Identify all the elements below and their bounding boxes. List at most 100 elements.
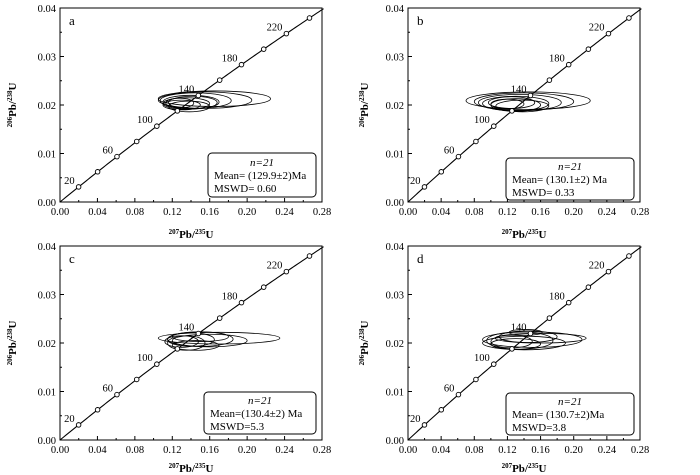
x-tick-label-7: 0.28 bbox=[631, 207, 649, 218]
stats-mswd: MSWD=5.3 bbox=[210, 421, 265, 433]
error-ellipse-6 bbox=[494, 332, 587, 344]
x-axis-label: 207Pb/235U bbox=[502, 462, 547, 475]
error-ellipse-5 bbox=[171, 340, 220, 351]
age-label-220: 220 bbox=[267, 261, 283, 272]
age-label-60: 60 bbox=[103, 384, 114, 395]
panel-b: 20 60 100 140 180 220 0.00 0.04 0.08 0.12 0.16 0.20… bbox=[358, 4, 649, 241]
x-tick-label-1: 0.04 bbox=[88, 445, 107, 456]
y-tick-label-4: 0.04 bbox=[38, 242, 57, 253]
age-label-100: 100 bbox=[137, 353, 153, 364]
panel-d: 20 60 100 140 180 220 0.00 0.04 0.08 0.12 0.16 0.20… bbox=[358, 242, 649, 475]
error-ellipse-2 bbox=[478, 93, 562, 112]
panel-a: 20 60 100 140 180 220 0.00 0.04 0.08 0.12 0.16 0.20… bbox=[6, 4, 331, 241]
age-marker-200 bbox=[585, 284, 592, 290]
x-tick-label-0: 0.00 bbox=[399, 445, 417, 456]
age-marker-40 bbox=[438, 407, 445, 413]
panel-marks: 20 60 100 140 180 220 0.00 0.04 0.08 0.12 0.16 0.20… bbox=[38, 4, 332, 218]
y-tick-label-4: 0.04 bbox=[386, 242, 405, 253]
panel-letter: d bbox=[417, 251, 424, 266]
age-marker-240 bbox=[306, 253, 313, 259]
error-ellipse-7 bbox=[164, 335, 199, 348]
error-ellipse-8 bbox=[508, 329, 543, 336]
age-label-20: 20 bbox=[410, 176, 421, 187]
x-tick-label-7: 0.28 bbox=[631, 445, 649, 456]
age-marker-240 bbox=[626, 253, 632, 259]
age-marker-140 bbox=[527, 330, 534, 337]
stats-n: n=21 bbox=[558, 161, 582, 173]
x-axis-label: 207Pb/235U bbox=[169, 228, 214, 241]
age-label-100: 100 bbox=[474, 353, 490, 364]
age-label-60: 60 bbox=[103, 146, 114, 157]
panel-marks: 20 60 100 140 180 220 0.00 0.04 0.08 0.12 0.16 0.20… bbox=[386, 4, 650, 218]
panel-c: 20 60 100 140 180 220 0.00 0.04 0.08 0.12 0.16 0.20… bbox=[6, 242, 331, 475]
age-label-180: 180 bbox=[222, 292, 238, 303]
y-tick-label-1: 0.01 bbox=[386, 388, 404, 399]
age-label-140: 140 bbox=[179, 85, 195, 96]
stats-n: n=21 bbox=[248, 395, 272, 407]
age-marker-220 bbox=[605, 268, 612, 275]
x-tick-label-0: 0.00 bbox=[51, 207, 69, 218]
age-marker-180 bbox=[238, 61, 245, 68]
x-tick-label-2: 0.08 bbox=[465, 207, 483, 218]
y-tick-label-0: 0.00 bbox=[38, 436, 56, 447]
age-marker-160 bbox=[546, 77, 553, 83]
x-tick-label-4: 0.16 bbox=[531, 207, 549, 218]
x-tick-label-5: 0.20 bbox=[565, 207, 583, 218]
age-label-20: 20 bbox=[64, 414, 75, 425]
stats-mswd: MSWD= 0.33 bbox=[512, 187, 575, 199]
age-label-60: 60 bbox=[444, 384, 455, 395]
error-ellipse-3 bbox=[157, 331, 281, 345]
stats-mean: Mean=(130.4±2) Ma bbox=[210, 408, 302, 420]
age-label-100: 100 bbox=[474, 115, 490, 126]
age-marker-180 bbox=[238, 299, 245, 306]
age-marker-140 bbox=[527, 92, 534, 99]
x-tick-label-4: 0.16 bbox=[201, 445, 219, 456]
age-marker-200 bbox=[260, 46, 267, 52]
age-marker-120 bbox=[509, 346, 515, 352]
age-marker-80 bbox=[473, 376, 479, 383]
y-tick-label-3: 0.03 bbox=[38, 291, 56, 302]
x-tick-label-2: 0.08 bbox=[126, 207, 144, 218]
age-marker-200 bbox=[260, 284, 267, 290]
error-ellipse-3 bbox=[473, 92, 575, 111]
age-marker-220 bbox=[283, 30, 290, 37]
age-marker-60 bbox=[114, 391, 120, 398]
age-marker-220 bbox=[283, 268, 290, 275]
age-marker-20 bbox=[421, 422, 428, 428]
age-marker-80 bbox=[133, 376, 140, 383]
x-tick-label-7: 0.28 bbox=[313, 445, 331, 456]
y-tick-label-2: 0.02 bbox=[38, 101, 56, 112]
age-marker-140 bbox=[195, 330, 202, 337]
age-label-20: 20 bbox=[410, 414, 421, 425]
y-tick-label-3: 0.03 bbox=[386, 53, 404, 64]
age-marker-240 bbox=[626, 15, 632, 21]
age-label-60: 60 bbox=[444, 146, 455, 157]
age-marker-40 bbox=[438, 169, 445, 175]
x-tick-label-4: 0.16 bbox=[201, 207, 219, 218]
y-axis-label: 206Pb/238U bbox=[6, 321, 19, 366]
panel-letter: a bbox=[69, 13, 75, 28]
age-marker-100 bbox=[491, 361, 497, 367]
age-marker-220 bbox=[605, 30, 612, 37]
age-marker-60 bbox=[455, 391, 462, 398]
age-marker-160 bbox=[216, 315, 223, 321]
y-tick-label-0: 0.00 bbox=[38, 198, 56, 209]
x-tick-label-2: 0.08 bbox=[126, 445, 144, 456]
panel-letter: c bbox=[69, 251, 75, 266]
x-tick-label-3: 0.12 bbox=[163, 445, 181, 456]
y-tick-label-4: 0.04 bbox=[386, 4, 405, 15]
age-marker-160 bbox=[216, 77, 223, 83]
stats-mean: Mean= (129.9±2)Ma bbox=[214, 170, 306, 182]
y-tick-label-0: 0.00 bbox=[386, 436, 404, 447]
error-ellipse-4 bbox=[465, 91, 591, 110]
error-ellipse-7 bbox=[168, 100, 211, 113]
error-ellipse-8 bbox=[168, 95, 218, 110]
age-label-220: 220 bbox=[589, 261, 605, 272]
age-marker-120 bbox=[509, 108, 515, 114]
age-marker-180 bbox=[565, 299, 572, 306]
age-marker-80 bbox=[133, 138, 140, 145]
x-tick-label-3: 0.12 bbox=[163, 207, 181, 218]
age-marker-140 bbox=[195, 92, 202, 99]
y-axis-label: 206Pb/238U bbox=[6, 83, 19, 128]
age-label-140: 140 bbox=[511, 85, 527, 96]
